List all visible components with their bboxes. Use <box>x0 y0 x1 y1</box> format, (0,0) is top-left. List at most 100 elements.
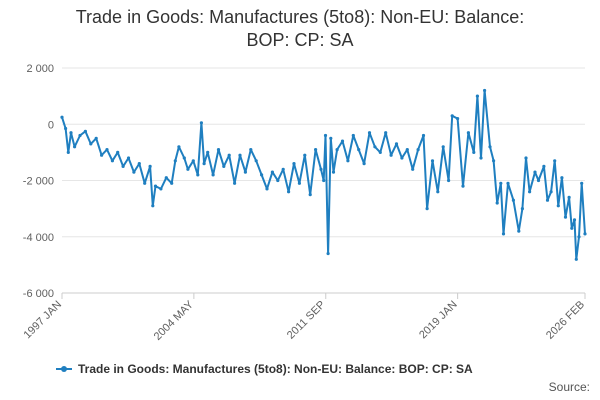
data-point[interactable] <box>137 162 141 166</box>
data-point[interactable] <box>249 148 253 152</box>
data-point[interactable] <box>270 170 274 174</box>
data-point[interactable] <box>483 88 487 93</box>
data-point[interactable] <box>211 173 215 177</box>
data-point[interactable] <box>340 139 345 143</box>
data-point[interactable] <box>549 190 553 194</box>
data-point[interactable] <box>572 218 577 222</box>
data-point[interactable] <box>400 156 404 160</box>
data-point[interactable] <box>542 164 546 168</box>
data-point[interactable] <box>461 184 465 188</box>
data-point[interactable] <box>60 115 64 119</box>
data-point[interactable] <box>186 167 190 171</box>
data-point[interactable] <box>121 164 125 168</box>
data-point[interactable] <box>520 207 525 211</box>
data-point[interactable] <box>536 178 541 183</box>
data-point[interactable] <box>499 181 503 185</box>
data-point[interactable] <box>570 226 574 230</box>
data-point[interactable] <box>182 156 186 160</box>
data-point[interactable] <box>533 170 537 174</box>
data-point[interactable] <box>492 159 496 163</box>
data-point[interactable] <box>511 198 515 202</box>
data-point[interactable] <box>357 148 361 152</box>
data-point[interactable] <box>495 201 499 205</box>
data-point[interactable] <box>308 193 312 197</box>
data-point[interactable] <box>173 159 177 163</box>
data-point[interactable] <box>151 204 155 208</box>
data-point[interactable] <box>322 178 326 183</box>
data-point[interactable] <box>243 170 247 174</box>
data-point[interactable] <box>501 232 506 236</box>
data-point[interactable] <box>331 170 336 174</box>
data-point[interactable] <box>233 181 237 185</box>
data-point[interactable] <box>177 145 181 149</box>
data-point[interactable] <box>553 159 557 163</box>
data-point[interactable] <box>206 150 210 154</box>
data-point[interactable] <box>416 148 420 152</box>
data-point[interactable] <box>574 257 578 261</box>
data-point[interactable] <box>430 159 435 163</box>
data-point[interactable] <box>450 114 454 118</box>
data-point[interactable] <box>297 181 301 185</box>
data-point[interactable] <box>319 167 323 171</box>
data-point[interactable] <box>287 190 291 194</box>
data-point[interactable] <box>583 232 587 236</box>
data-point[interactable] <box>105 148 109 152</box>
data-point[interactable] <box>227 153 231 157</box>
data-point[interactable] <box>447 178 451 183</box>
data-point[interactable] <box>506 181 510 185</box>
data-point[interactable] <box>126 156 131 160</box>
data-point[interactable] <box>378 150 382 154</box>
data-point[interactable] <box>94 136 98 140</box>
data-point[interactable] <box>475 94 479 98</box>
data-point[interactable] <box>254 159 258 163</box>
data-point[interactable] <box>153 184 158 188</box>
data-point[interactable] <box>222 164 226 168</box>
data-point[interactable] <box>411 167 415 171</box>
data-point[interactable] <box>472 150 476 154</box>
data-point[interactable] <box>110 159 114 163</box>
data-point[interactable] <box>394 142 399 146</box>
data-point[interactable] <box>323 133 328 138</box>
data-point[interactable] <box>580 181 584 185</box>
data-point[interactable] <box>389 153 393 157</box>
data-point[interactable] <box>567 195 571 199</box>
data-point[interactable] <box>73 145 77 149</box>
data-point[interactable] <box>545 198 550 202</box>
data-point[interactable] <box>405 148 409 152</box>
data-point[interactable] <box>216 148 221 152</box>
data-point[interactable] <box>78 133 82 138</box>
data-point[interactable] <box>528 190 532 194</box>
data-point[interactable] <box>335 148 339 152</box>
data-point[interactable] <box>281 167 285 171</box>
data-point[interactable] <box>170 181 174 185</box>
data-point[interactable] <box>517 229 521 233</box>
data-point[interactable] <box>556 204 560 208</box>
data-point[interactable] <box>89 142 93 146</box>
data-point[interactable] <box>441 145 445 149</box>
data-point[interactable] <box>196 173 200 177</box>
data-point[interactable] <box>577 235 581 239</box>
data-point[interactable] <box>560 176 564 180</box>
data-point[interactable] <box>66 150 70 154</box>
data-point[interactable] <box>143 181 147 185</box>
data-point[interactable] <box>116 150 120 154</box>
data-point[interactable] <box>100 153 104 157</box>
data-point[interactable] <box>436 190 440 194</box>
series-line[interactable] <box>61 89 586 261</box>
data-point[interactable] <box>148 164 152 168</box>
data-point[interactable] <box>202 162 206 166</box>
data-point[interactable] <box>425 207 429 211</box>
data-point[interactable] <box>421 133 426 138</box>
data-point[interactable] <box>191 159 195 163</box>
legend[interactable]: Trade in Goods: Manufactures (5to8): Non… <box>56 362 473 376</box>
data-point[interactable] <box>276 178 280 183</box>
data-point[interactable] <box>326 252 330 256</box>
data-point[interactable] <box>69 131 73 135</box>
data-point[interactable] <box>260 173 264 177</box>
data-point[interactable] <box>83 129 87 133</box>
data-point[interactable] <box>456 117 460 121</box>
data-point[interactable] <box>238 153 242 157</box>
data-point[interactable] <box>466 131 470 135</box>
data-point[interactable] <box>488 145 492 149</box>
data-point[interactable] <box>132 170 136 174</box>
